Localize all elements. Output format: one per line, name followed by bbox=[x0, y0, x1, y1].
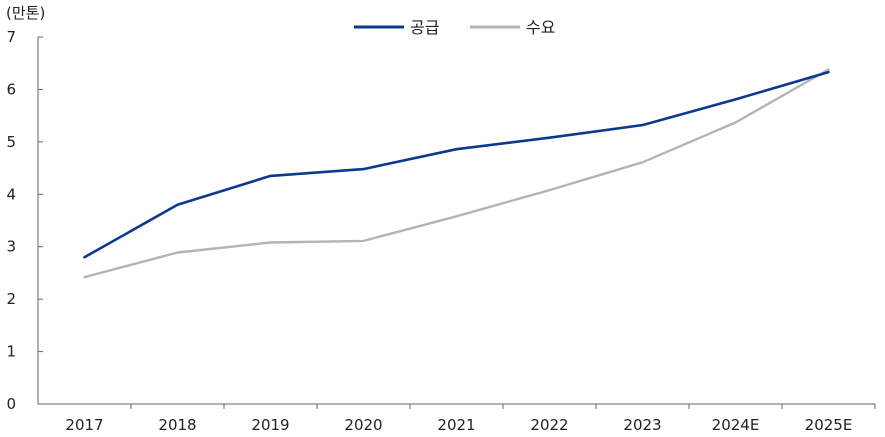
x-tick-label: 2023 bbox=[623, 416, 661, 434]
y-tick-label: 1 bbox=[6, 343, 16, 361]
y-tick-label: 2 bbox=[6, 290, 16, 308]
legend-label-demand: 수요 bbox=[526, 18, 555, 37]
y-tick-label: 0 bbox=[6, 395, 16, 413]
x-tick-label: 2025E bbox=[805, 416, 853, 434]
series-line-demand bbox=[83, 68, 830, 279]
legend: 공급 수요 bbox=[354, 18, 555, 37]
series-line-supply bbox=[83, 70, 830, 259]
axes: 0 1 2 3 4 5 6 7 2017 2018 2019 2020 2021 2022 2023 2024… bbox=[6, 28, 876, 434]
x-tick-label: 2020 bbox=[344, 416, 382, 434]
y-tick-label: 4 bbox=[6, 185, 16, 203]
x-tick-label: 2017 bbox=[65, 416, 103, 434]
x-tick-label: 2022 bbox=[530, 416, 568, 434]
y-tick-label: 6 bbox=[6, 80, 16, 98]
x-tick-label: 2021 bbox=[437, 416, 475, 434]
y-axis-unit-label: (만톤) bbox=[6, 4, 45, 22]
y-tick-label: 7 bbox=[6, 28, 16, 46]
y-tick-label: 3 bbox=[6, 238, 16, 256]
series-layer bbox=[83, 68, 830, 279]
y-tick-label: 5 bbox=[6, 133, 16, 151]
x-tick-label: 2018 bbox=[158, 416, 196, 434]
legend-label-supply: 공급 bbox=[410, 18, 439, 37]
x-tick-label: 2019 bbox=[251, 416, 289, 434]
x-tick-label: 2024E bbox=[712, 416, 760, 434]
